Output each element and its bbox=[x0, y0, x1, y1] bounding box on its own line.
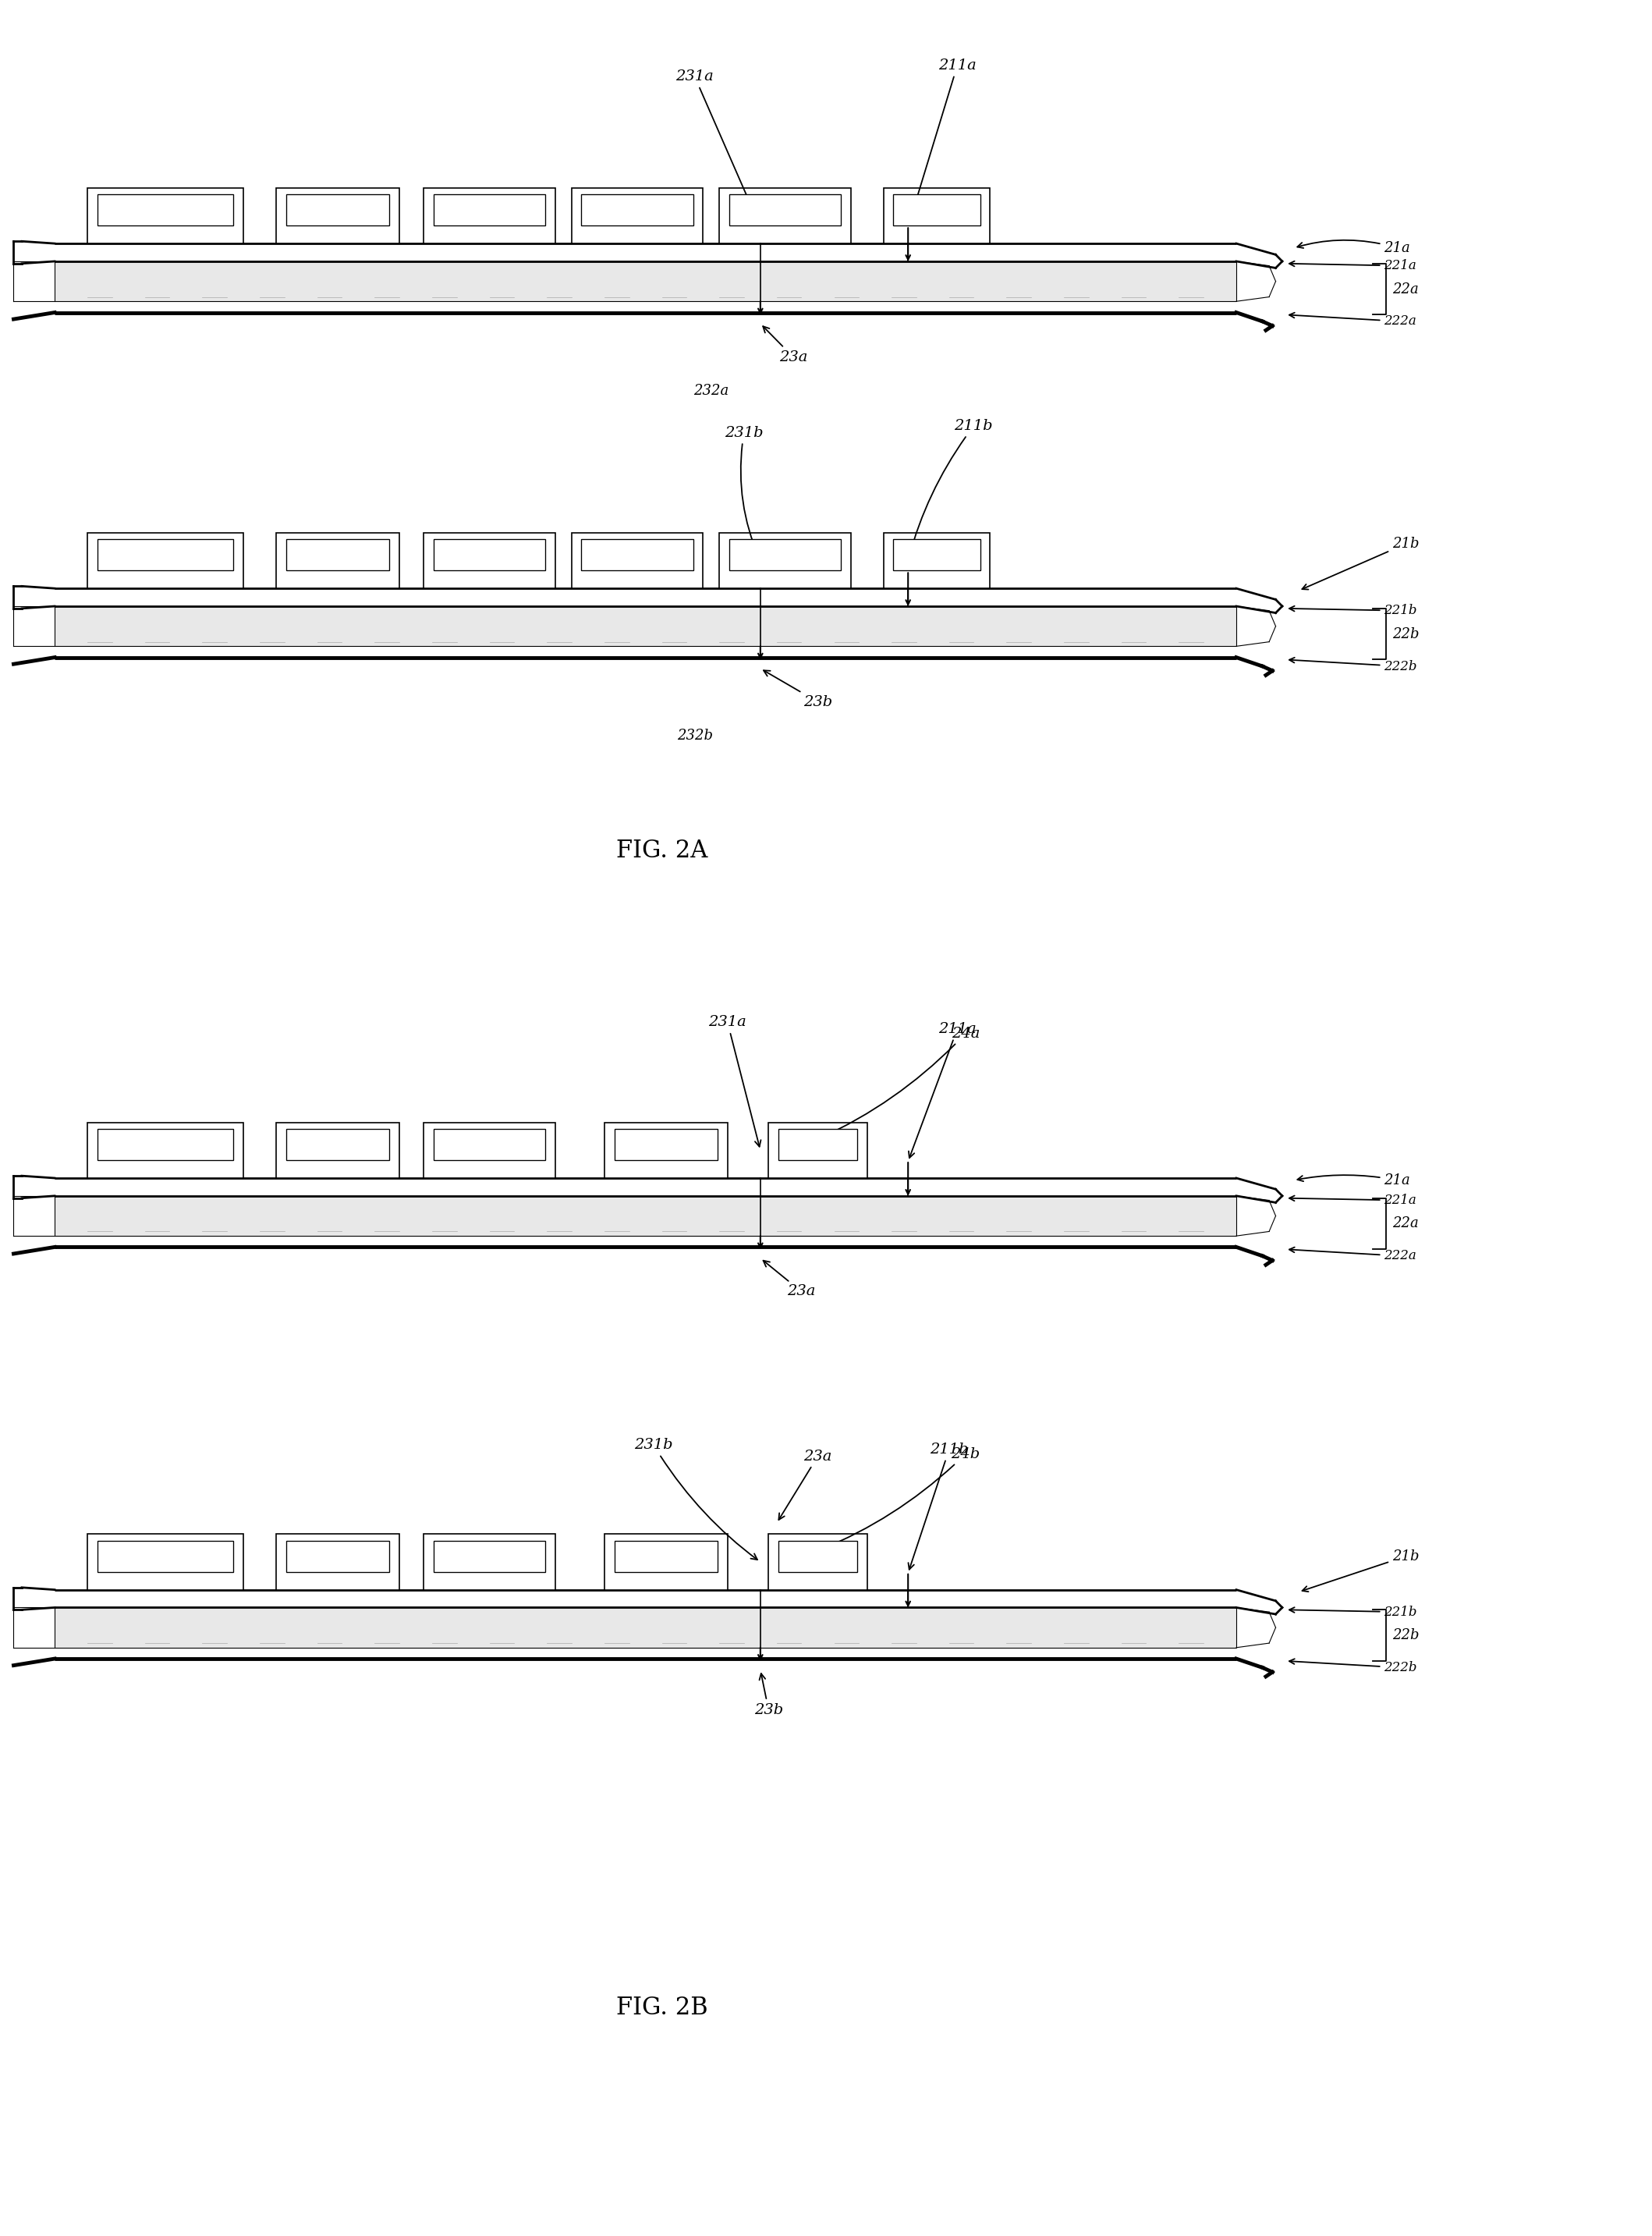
Text: 23b: 23b bbox=[763, 671, 833, 709]
Text: 22a: 22a bbox=[1393, 1216, 1419, 1230]
Text: 21b: 21b bbox=[1302, 537, 1419, 590]
Text: 23b: 23b bbox=[753, 1673, 783, 1717]
Bar bbox=[286, 539, 390, 570]
Bar bbox=[276, 1534, 400, 1590]
Text: 24a: 24a bbox=[821, 1026, 980, 1138]
Bar bbox=[582, 539, 694, 570]
Bar bbox=[719, 532, 851, 588]
Bar bbox=[768, 1122, 867, 1178]
Bar bbox=[276, 532, 400, 588]
Bar bbox=[276, 1122, 400, 1178]
Bar bbox=[55, 1196, 1236, 1237]
Text: 21a: 21a bbox=[1297, 1174, 1411, 1187]
Bar bbox=[286, 1541, 390, 1572]
Bar bbox=[582, 195, 694, 226]
Bar bbox=[97, 539, 233, 570]
Text: 211b: 211b bbox=[907, 418, 993, 557]
Text: 211a: 211a bbox=[909, 58, 976, 224]
Bar bbox=[55, 262, 1236, 302]
Text: 21b: 21b bbox=[1302, 1550, 1419, 1592]
Text: 221a: 221a bbox=[1289, 259, 1416, 273]
Bar bbox=[55, 1608, 1236, 1648]
Text: 222b: 222b bbox=[1289, 1659, 1417, 1675]
Text: 23a: 23a bbox=[763, 326, 808, 364]
Text: 231a: 231a bbox=[676, 69, 760, 224]
Text: 22b: 22b bbox=[1393, 1628, 1419, 1643]
Text: 23a: 23a bbox=[778, 1449, 833, 1520]
Bar bbox=[88, 1534, 243, 1590]
Bar bbox=[434, 1129, 545, 1160]
Bar bbox=[729, 539, 841, 570]
Bar bbox=[884, 188, 990, 244]
Text: 22b: 22b bbox=[1393, 626, 1419, 642]
Text: 24b: 24b bbox=[821, 1447, 980, 1550]
Bar bbox=[778, 1541, 857, 1572]
Text: 222b: 222b bbox=[1289, 657, 1417, 673]
Text: 222a: 222a bbox=[1289, 313, 1416, 329]
Bar bbox=[425, 1534, 555, 1590]
Bar bbox=[434, 195, 545, 226]
Bar bbox=[97, 1129, 233, 1160]
Bar bbox=[884, 532, 990, 588]
Bar bbox=[729, 195, 841, 226]
Bar bbox=[425, 188, 555, 244]
Bar bbox=[425, 1122, 555, 1178]
Bar bbox=[894, 195, 980, 226]
Bar bbox=[434, 539, 545, 570]
Text: FIG. 2A: FIG. 2A bbox=[616, 838, 707, 863]
Bar bbox=[88, 532, 243, 588]
Text: 221a: 221a bbox=[1289, 1194, 1416, 1207]
Bar bbox=[97, 195, 233, 226]
Bar bbox=[719, 188, 851, 244]
Text: 232b: 232b bbox=[677, 729, 712, 742]
Bar bbox=[615, 1129, 717, 1160]
Bar bbox=[434, 1541, 545, 1572]
Bar bbox=[425, 532, 555, 588]
Bar bbox=[276, 188, 400, 244]
Bar bbox=[894, 539, 980, 570]
Text: 221b: 221b bbox=[1289, 604, 1417, 617]
Bar bbox=[286, 195, 390, 226]
Text: 211b: 211b bbox=[909, 1442, 968, 1570]
Bar bbox=[778, 1129, 857, 1160]
Bar bbox=[605, 1122, 727, 1178]
Text: 231a: 231a bbox=[709, 1015, 762, 1147]
Bar bbox=[88, 188, 243, 244]
Text: 211a: 211a bbox=[909, 1022, 976, 1158]
Text: 21a: 21a bbox=[1297, 239, 1411, 255]
Bar bbox=[572, 532, 702, 588]
Bar bbox=[615, 1541, 717, 1572]
Bar bbox=[88, 1122, 243, 1178]
Bar bbox=[97, 1541, 233, 1572]
Bar bbox=[55, 606, 1236, 646]
Text: 231b: 231b bbox=[634, 1438, 757, 1561]
Bar bbox=[572, 188, 702, 244]
Bar bbox=[605, 1534, 727, 1590]
Text: 221b: 221b bbox=[1289, 1605, 1417, 1619]
Text: 232a: 232a bbox=[694, 385, 729, 398]
Bar bbox=[768, 1534, 867, 1590]
Text: 231b: 231b bbox=[725, 425, 763, 557]
Text: 22a: 22a bbox=[1393, 282, 1419, 295]
Text: 23a: 23a bbox=[763, 1261, 816, 1299]
Bar bbox=[286, 1129, 390, 1160]
Text: FIG. 2B: FIG. 2B bbox=[616, 1997, 707, 2019]
Text: 222a: 222a bbox=[1289, 1248, 1416, 1263]
